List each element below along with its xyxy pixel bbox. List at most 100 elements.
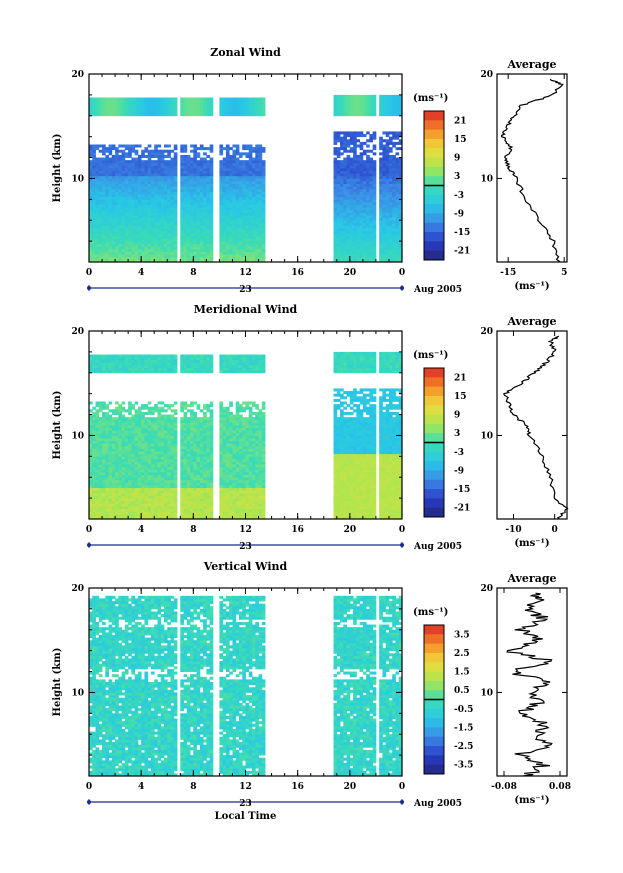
heatmap-cell — [232, 201, 237, 205]
heatmap-cell — [235, 147, 240, 151]
heatmap-cell — [121, 469, 126, 473]
heatmap-cell — [163, 508, 168, 512]
heatmap-cell — [209, 149, 214, 153]
heatmap-cell — [385, 225, 390, 229]
heatmap-cell — [379, 139, 383, 143]
heatmap-cell — [392, 175, 396, 179]
heatmap-cell — [193, 225, 197, 229]
heatmap-cell — [258, 170, 263, 174]
heatmap-cell — [235, 220, 240, 224]
heatmap-cell — [333, 220, 338, 224]
heatmap-cell — [238, 183, 243, 187]
heatmap-cell — [160, 477, 165, 481]
heatmap-cell — [392, 165, 396, 169]
heatmap-cell — [336, 230, 341, 234]
heatmap-cell — [150, 201, 155, 205]
heatmap-cell — [261, 178, 266, 182]
heatmap-cell — [385, 141, 390, 145]
heatmap-cell — [157, 233, 162, 237]
heatmap-cell — [98, 498, 103, 502]
heatmap-cell — [92, 209, 96, 213]
heatmap-cell — [353, 175, 357, 179]
heatmap-cell — [105, 97, 109, 101]
heatmap-cell — [160, 107, 165, 111]
heatmap-cell — [154, 370, 158, 374]
heatmap-cell — [395, 220, 400, 224]
heatmap-cell — [111, 443, 116, 447]
heatmap-cell — [356, 246, 361, 250]
heatmap-cell — [105, 516, 109, 520]
heatmap-cell — [95, 456, 100, 460]
heatmap-cell — [232, 107, 237, 111]
heatmap-cell — [343, 144, 347, 148]
heatmap-cell — [235, 157, 240, 161]
heatmap-cell — [238, 251, 243, 255]
heatmap-cell — [199, 238, 204, 242]
heatmap-cell — [154, 357, 158, 361]
heatmap-cell — [134, 464, 139, 468]
heatmap-cell — [95, 425, 100, 429]
heatmap-cell — [186, 186, 191, 190]
heatmap-cell — [366, 220, 370, 224]
heatmap-cell — [128, 170, 132, 174]
heatmap-cell — [137, 251, 142, 255]
heatmap-cell — [193, 246, 197, 250]
heatmap-cell — [242, 199, 246, 203]
heatmap-cell — [356, 256, 361, 260]
heatmap-cell — [121, 451, 126, 455]
heatmap-cell — [167, 175, 171, 179]
heatmap-cell — [105, 243, 109, 247]
heatmap-cell — [147, 482, 152, 486]
heatmap-cell — [180, 113, 184, 117]
heatmap-cell — [160, 425, 165, 429]
heatmap-cell — [95, 188, 100, 192]
heatmap-cell — [95, 217, 100, 221]
heatmap-cell — [144, 194, 149, 198]
heatmap-cell — [203, 215, 207, 219]
heatmap-cell — [222, 147, 227, 151]
heatmap-cell — [225, 222, 230, 226]
heatmap-cell — [128, 246, 132, 250]
heatmap-cell — [379, 173, 383, 177]
heatmap-cell — [98, 217, 103, 221]
heatmap-cell — [115, 445, 119, 449]
heatmap-cell — [157, 225, 162, 229]
heatmap-cell — [398, 225, 403, 229]
heatmap-cell — [157, 204, 162, 208]
heatmap-cell — [235, 170, 240, 174]
heatmap-cell — [89, 409, 93, 413]
heatmap-cell — [232, 241, 237, 245]
heatmap-cell — [333, 183, 338, 187]
heatmap-cell — [180, 178, 184, 182]
heatmap-cell — [160, 233, 165, 237]
heatmap-cell — [121, 228, 126, 232]
heatmap-cell — [141, 228, 145, 232]
heatmap-cell — [118, 458, 122, 462]
heatmap-cell — [111, 186, 116, 190]
heatmap-cell — [222, 175, 227, 179]
heatmap-cell — [108, 157, 113, 161]
heatmap-cell — [255, 251, 259, 255]
heatmap-cell — [180, 220, 184, 224]
heatmap-cell — [206, 230, 211, 234]
heatmap-cell — [343, 199, 347, 203]
heatmap-cell — [190, 212, 194, 216]
heatmap-cell — [95, 105, 100, 109]
heatmap-cell — [95, 359, 100, 363]
heatmap-cell — [385, 110, 390, 114]
heatmap-cell — [222, 256, 227, 260]
heatmap-cell — [89, 196, 93, 200]
heatmap-cell — [258, 165, 263, 169]
heatmap-cell — [105, 256, 109, 260]
heatmap-cell — [366, 186, 370, 190]
heatmap-cell — [124, 165, 129, 169]
heatmap-cell — [98, 409, 103, 413]
heatmap-cell — [238, 105, 243, 109]
heatmap-cell — [346, 241, 351, 245]
heatmap-cell — [89, 464, 93, 468]
heatmap-cell — [359, 102, 364, 106]
heatmap-cell — [141, 430, 145, 434]
heatmap-cell — [379, 152, 383, 156]
heatmap-cell — [353, 259, 357, 263]
heatmap-cell — [366, 131, 370, 135]
